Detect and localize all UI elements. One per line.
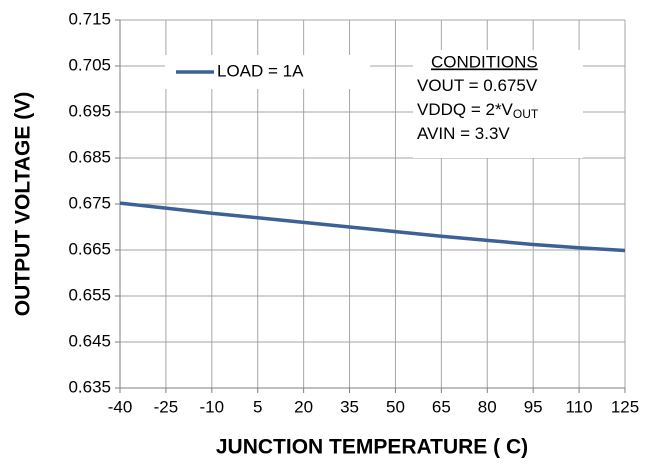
- y-tick-label: 0.715: [68, 9, 111, 28]
- annotation-text: VOUT = 0.675V: [417, 76, 538, 95]
- x-tick-label: 125: [611, 397, 639, 416]
- annotation-subscript: OUT: [513, 107, 539, 121]
- annotation-heading: CONDITIONS: [431, 52, 538, 71]
- x-tick-label: 65: [432, 397, 451, 416]
- y-tick-label: 0.645: [68, 331, 111, 350]
- annotation-line: VOUT = 0.675V: [417, 76, 538, 95]
- x-tick-label: 50: [386, 397, 405, 416]
- legend-label: LOAD = 1A: [217, 61, 304, 80]
- x-tick-label: 35: [340, 397, 359, 416]
- x-tick-label: 95: [524, 397, 543, 416]
- y-tick-label: 0.665: [68, 239, 111, 258]
- annotation-text: AVIN = 3.3V: [417, 124, 510, 143]
- y-tick-label: 0.695: [68, 101, 111, 120]
- x-tick-label: 20: [294, 397, 313, 416]
- annotation-line: VDDQ = 2*VOUT: [417, 100, 539, 121]
- x-tick-label: 110: [566, 397, 593, 416]
- x-tick-label: -25: [154, 397, 179, 416]
- x-tick-label: 80: [478, 397, 497, 416]
- x-axis-label: JUNCTION TEMPERATURE ( C): [216, 436, 528, 459]
- annotation-text: VDDQ = 2*V: [417, 100, 514, 119]
- y-axis-label: OUTPUT VOLTAGE (V): [12, 92, 35, 316]
- y-tick-label: 0.685: [68, 147, 111, 166]
- x-tick-label: -10: [200, 397, 225, 416]
- data-line: [119, 201, 626, 253]
- x-tick-label: -40: [108, 397, 133, 416]
- y-tick-label: 0.655: [68, 285, 111, 304]
- annotation-box: [413, 50, 583, 158]
- annotation-line: AVIN = 3.3V: [417, 124, 510, 143]
- x-tick-label: 5: [253, 397, 262, 416]
- y-tick-label: 0.705: [68, 55, 111, 74]
- y-tick-label: 0.635: [68, 377, 111, 396]
- y-tick-label: 0.675: [68, 193, 111, 212]
